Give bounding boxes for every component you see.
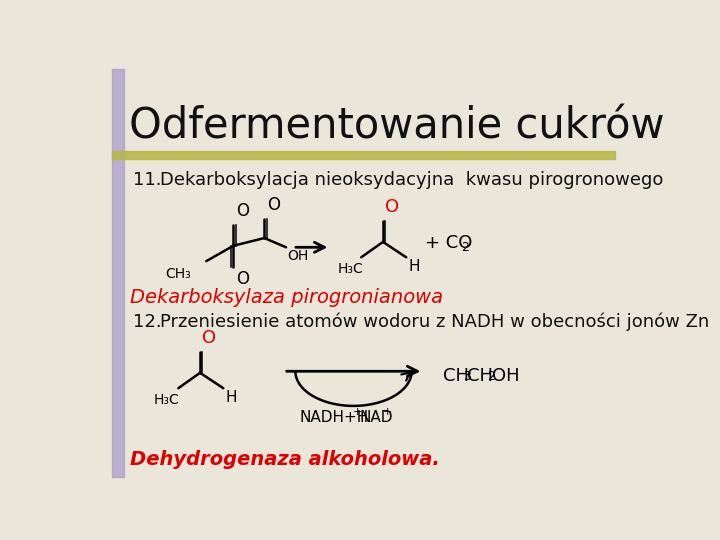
Text: O: O [267,196,281,214]
Text: CH₃: CH₃ [165,267,191,281]
Text: O: O [385,198,400,215]
Text: +: + [383,408,392,417]
Text: H₃C: H₃C [338,262,364,276]
Text: Przeniesienie atomów wodoru z NADH w obecności jonów Zn: Przeniesienie atomów wodoru z NADH w obe… [160,313,709,331]
Bar [112,151,616,159]
Text: O: O [236,271,249,288]
Text: O: O [236,202,249,220]
Text: Dekarboksylacja nieoksydacyjna  kwasu pirogronowego: Dekarboksylacja nieoksydacyjna kwasu pir… [160,171,663,189]
Text: Dekarboksylaza pirogronianowa: Dekarboksylaza pirogronianowa [130,288,444,307]
Text: Dehydrogenaza alkoholowa.: Dehydrogenaza alkoholowa. [130,450,440,469]
Text: OH: OH [287,249,309,263]
Text: 12.: 12. [132,313,161,330]
Text: H: H [225,390,237,405]
Text: H₃C: H₃C [153,393,179,407]
Text: NAD: NAD [360,410,393,425]
Text: 2: 2 [487,370,495,383]
Bar [112,69,124,477]
Text: CH: CH [443,367,469,384]
Text: 3: 3 [463,370,471,383]
Text: NADH+H: NADH+H [300,410,369,425]
Text: CH: CH [467,367,493,384]
Text: H: H [408,259,420,274]
Text: + CO: + CO [425,234,472,252]
Text: OH: OH [492,367,520,384]
Text: 2: 2 [462,241,469,254]
Text: +: + [353,408,362,417]
Text: Odfermentowanie cukrów: Odfermentowanie cukrów [129,105,665,147]
Text: 11.: 11. [132,171,161,189]
Text: O: O [202,329,217,347]
